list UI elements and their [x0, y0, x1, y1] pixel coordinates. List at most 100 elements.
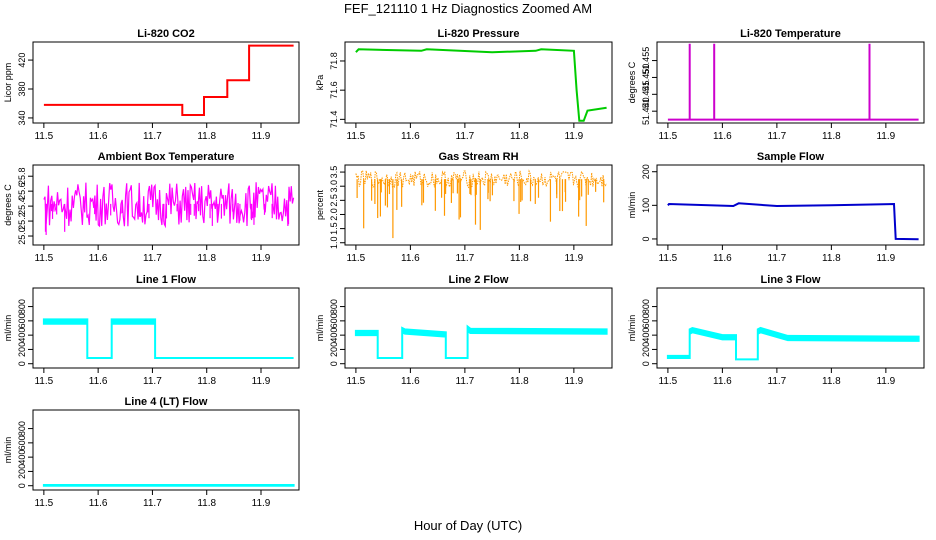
- x-tick-label: 11.7: [768, 253, 787, 264]
- y-axis-label: percent: [315, 189, 325, 220]
- y-tick-label: 800: [17, 299, 27, 314]
- plot-frame: [344, 41, 613, 124]
- plot-frame: [32, 164, 300, 246]
- y-axis-label: ml/min: [3, 315, 13, 342]
- series-line: [667, 43, 919, 121]
- chart-title: Line 4 (LT) Flow: [125, 396, 208, 408]
- x-tick-label: 11.7: [143, 498, 162, 509]
- y-tick-label: 3.5: [329, 166, 339, 179]
- series-band: [666, 326, 920, 361]
- y-tick-label: 200: [17, 342, 27, 357]
- y-tick-label: 51.440: [641, 97, 651, 125]
- x-tick-label: 11.5: [347, 376, 366, 387]
- x-tick-label: 11.6: [713, 376, 732, 387]
- x-tick-label: 11.9: [876, 131, 895, 142]
- x-tick-label: 11.9: [876, 253, 895, 264]
- x-tick-label: 11.8: [822, 253, 841, 264]
- y-tick-label: 200: [329, 342, 339, 357]
- y-axis-label: ml/min: [3, 437, 13, 464]
- y-tick-label: 2.0: [329, 208, 339, 221]
- series-band: [42, 484, 295, 487]
- y-axis-label: ml/min: [627, 315, 637, 342]
- x-tick-label: 11.6: [89, 131, 108, 142]
- plot-frame: [32, 287, 300, 369]
- y-tick-label: 400: [641, 328, 651, 343]
- x-tick-label: 11.9: [252, 131, 271, 142]
- x-tick-label: 11.5: [34, 376, 53, 387]
- y-tick-label: 51.455: [641, 47, 651, 75]
- chart-title: Ambient Box Temperature: [98, 151, 235, 163]
- x-tick-label: 11.6: [713, 253, 732, 264]
- y-tick-label: 800: [329, 299, 339, 314]
- y-axis-label: ml/min: [627, 192, 637, 219]
- chart-panel: Line 2 Flow 11.5 11.6 11.7 11.8 11.9 0 20040060…: [315, 274, 613, 387]
- chart-title: Li-820 Temperature: [740, 28, 841, 40]
- chart-panel: Li-820 Temperature 11.5 11.6 11.7 11.8 11.9 51…: [627, 28, 925, 142]
- y-tick-label: 2.5: [329, 194, 339, 207]
- chart-title: Li-820 Pressure: [438, 28, 520, 40]
- y-tick-label: 800: [641, 299, 651, 314]
- y-tick-label: 400: [17, 328, 27, 343]
- x-tick-label: 11.8: [822, 131, 841, 142]
- y-axis-label: Licor ppm: [3, 63, 13, 103]
- x-tick-label: 11.8: [510, 376, 529, 387]
- x-tick-label: 11.7: [143, 131, 162, 142]
- x-tick-label: 11.6: [401, 131, 420, 142]
- y-tick-label: 400: [17, 450, 27, 465]
- x-tick-label: 11.6: [89, 376, 108, 387]
- chart-title: Sample Flow: [757, 151, 825, 163]
- x-tick-label: 11.7: [456, 376, 475, 387]
- plot-area: [667, 43, 919, 121]
- y-tick-label: 25.4: [17, 197, 27, 215]
- y-axis-label: degrees C: [627, 61, 637, 103]
- x-tick-label: 11.6: [401, 253, 420, 264]
- y-tick-label: 51.450: [641, 64, 651, 92]
- chart-title: Line 1 Flow: [136, 274, 196, 286]
- chart-panel: Sample Flow 11.5 11.6 11.7 11.8 11.9 0 100 200 ml…: [627, 151, 925, 264]
- y-tick-label: 25.8: [17, 167, 27, 185]
- plot-area: [43, 182, 295, 235]
- plot-frame: [32, 409, 300, 491]
- plot-area: [667, 202, 919, 241]
- x-tick-label: 11.6: [401, 376, 420, 387]
- y-tick-label: 600: [17, 313, 27, 328]
- y-tick-label: 25.2: [17, 212, 27, 230]
- plot-area: [42, 318, 294, 359]
- x-tick-label: 11.8: [197, 253, 216, 264]
- plot-area: [355, 169, 608, 239]
- x-tick-label: 11.6: [89, 498, 108, 509]
- y-tick-label: 380: [17, 81, 27, 96]
- y-tick-label: 25.6: [17, 182, 27, 200]
- plot-area: [43, 44, 294, 116]
- page-title: FEF_121110 1 Hz Diagnostics Zoomed AM: [343, 1, 593, 16]
- x-axis-title: Hour of Day (UTC): [413, 518, 523, 533]
- y-tick-label: 200: [641, 164, 651, 179]
- chart-title: Line 3 Flow: [761, 274, 821, 286]
- y-tick-label: 0: [641, 236, 651, 241]
- chart-panel: Line 3 Flow 11.5 11.6 11.7 11.8 11.9 0 20040060…: [627, 274, 925, 387]
- y-tick-label: 100: [641, 198, 651, 213]
- y-tick-label: 25.0: [17, 227, 27, 245]
- x-tick-label: 11.8: [822, 376, 841, 387]
- plot-frame: [32, 41, 300, 124]
- y-tick-label: 200: [17, 464, 27, 479]
- plot-area: [42, 484, 295, 487]
- series-noise: [43, 182, 295, 229]
- chart-panel: Line 4 (LT) Flow 11.5 11.6 11.7 11.8 11.9 0 200…: [3, 396, 300, 509]
- y-tick-label: 0: [641, 361, 651, 366]
- x-tick-label: 11.9: [564, 376, 583, 387]
- x-tick-label: 11.5: [34, 253, 53, 264]
- x-tick-label: 11.5: [347, 131, 366, 142]
- y-tick-label: 420: [17, 53, 27, 68]
- y-tick-label: 340: [17, 110, 27, 125]
- y-tick-label: 800: [17, 421, 27, 436]
- series-line: [667, 202, 919, 241]
- chart-panel: Ambient Box Temperature 11.5 11.6 11.7 11.8 1…: [3, 151, 300, 264]
- y-tick-label: 71.6: [329, 81, 339, 99]
- plot-frame: [344, 287, 613, 369]
- x-tick-label: 11.7: [143, 253, 162, 264]
- y-tick-label: 51.445: [641, 81, 651, 109]
- x-tick-label: 11.8: [197, 498, 216, 509]
